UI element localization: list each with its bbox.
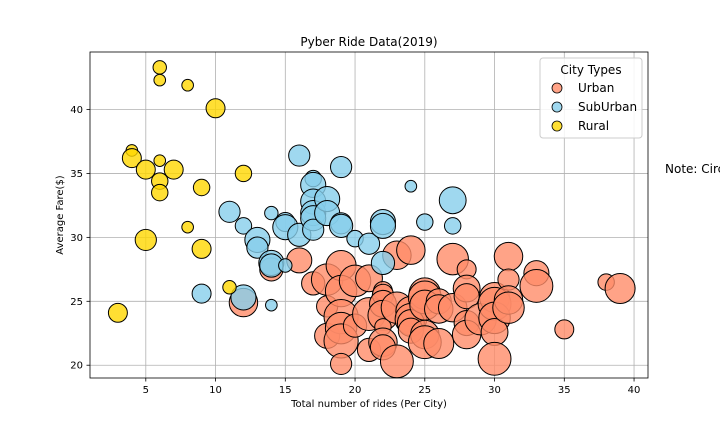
plot-frame: [89, 51, 649, 379]
point-rural: [234, 164, 253, 183]
point-urban: [423, 327, 455, 359]
point-suburban: [264, 205, 279, 221]
point-rural: [181, 220, 194, 234]
point-rural: [181, 78, 194, 92]
legend-marker-suburban: [551, 101, 563, 113]
legend-label-urban: Urban: [578, 81, 614, 95]
point-rural: [222, 280, 237, 295]
point-rural: [163, 159, 184, 180]
point-rural: [121, 148, 142, 169]
legend-label-rural: Rural: [578, 119, 609, 133]
y-tick-label: 20: [70, 361, 83, 372]
y-tick-label: 40: [70, 105, 83, 116]
legend-label-suburban: SubUrban: [578, 100, 637, 114]
point-urban: [604, 273, 636, 305]
point-suburban: [404, 179, 418, 193]
point-rural: [107, 302, 128, 323]
x-axis-ticks: 5 10 15 20 25 30 35 40: [143, 378, 641, 396]
x-axis-label: Total number of rides (Per City): [290, 399, 447, 410]
point-urban: [379, 344, 414, 379]
point-suburban: [191, 283, 212, 304]
point-suburban: [302, 218, 325, 241]
legend-title: City Types: [560, 63, 621, 77]
point-urban: [554, 319, 575, 340]
x-tick-label: 30: [488, 385, 501, 396]
point-suburban: [328, 213, 354, 238]
point-urban: [519, 269, 554, 303]
point-suburban: [357, 232, 381, 255]
point-suburban: [438, 186, 467, 215]
point-rural: [134, 228, 157, 252]
point-rural: [152, 60, 167, 75]
point-rural: [191, 238, 212, 259]
point-rural: [151, 183, 169, 202]
point-urban: [396, 235, 426, 265]
y-axis-ticks: 20 25 30 35 40: [70, 105, 90, 372]
legend-box: [539, 57, 643, 139]
x-tick-label: 40: [628, 385, 641, 396]
y-tick-label: 35: [70, 169, 83, 180]
point-suburban: [443, 217, 462, 235]
x-tick-label: 5: [143, 385, 149, 396]
point-suburban: [369, 212, 396, 239]
point-rural: [153, 154, 167, 167]
point-suburban: [246, 236, 269, 259]
chart-title: Pyber Ride Data(2019): [300, 35, 437, 49]
point-urban: [329, 352, 353, 376]
point-suburban: [416, 213, 434, 231]
point-suburban: [218, 200, 241, 223]
point-rural: [192, 178, 211, 197]
point-urban: [493, 241, 524, 272]
point-suburban: [329, 155, 353, 179]
point-rural: [205, 98, 226, 119]
point-suburban: [278, 258, 293, 273]
point-suburban: [288, 144, 311, 167]
x-tick-label: 25: [418, 385, 431, 396]
point-suburban: [234, 217, 253, 235]
point-suburban: [370, 250, 396, 276]
x-tick-label: 10: [209, 385, 222, 396]
data-points: [107, 60, 636, 379]
legend-marker-urban: [551, 82, 563, 94]
y-tick-label: 30: [70, 233, 83, 244]
point-suburban: [230, 284, 257, 311]
point-urban: [492, 291, 525, 324]
point-suburban: [265, 298, 278, 312]
x-tick-label: 15: [279, 385, 292, 396]
x-tick-label: 35: [558, 385, 571, 396]
note-text: Note: Circ: [665, 162, 720, 176]
legend: City Types Urban SubUrban Rural: [539, 57, 643, 139]
legend-marker-rural: [551, 120, 563, 132]
y-tick-label: 25: [70, 297, 83, 308]
point-rural: [135, 159, 156, 180]
x-tick-label: 20: [349, 385, 362, 396]
point-rural: [153, 73, 167, 87]
y-axis-label: Average Fare($): [55, 175, 66, 255]
point-urban: [477, 341, 512, 376]
